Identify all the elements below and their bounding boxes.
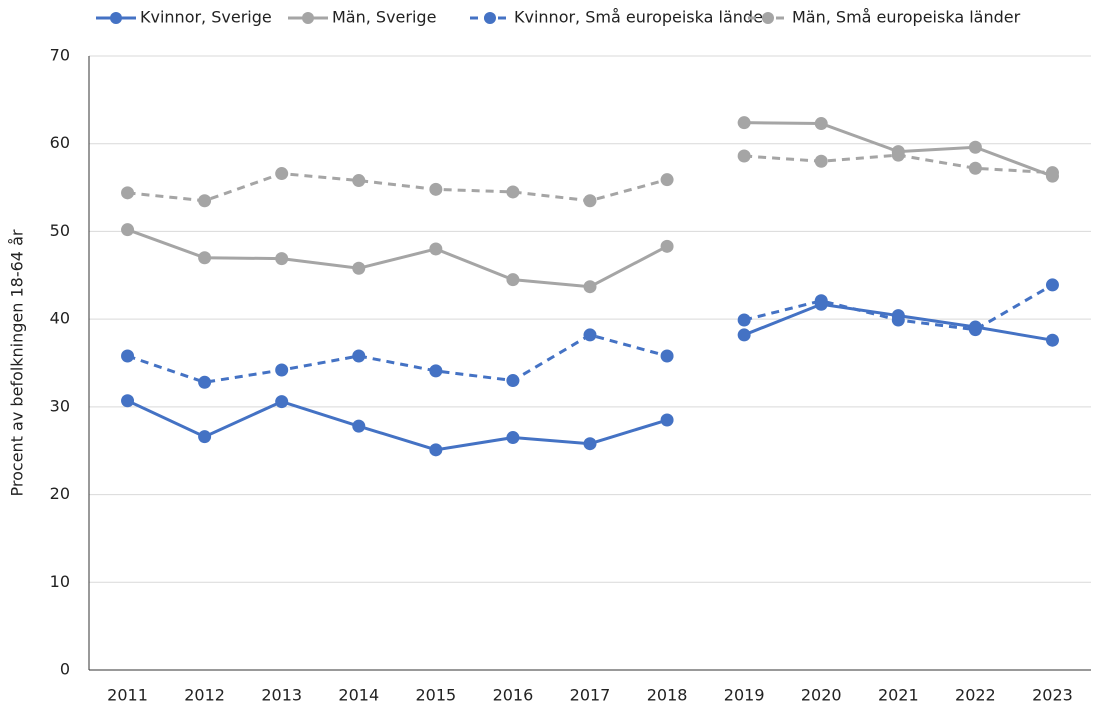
legend-label: Kvinnor, Sverige <box>140 8 272 27</box>
x-tick-label: 2021 <box>878 686 919 705</box>
data-point <box>737 149 751 163</box>
x-tick-label: 2022 <box>955 686 996 705</box>
data-point <box>198 194 212 208</box>
legend-marker <box>302 12 314 24</box>
data-point <box>583 328 597 342</box>
x-tick-label: 2017 <box>570 686 611 705</box>
data-point <box>968 323 982 337</box>
legend-label: Män, Sverige <box>332 8 436 27</box>
x-tick-label: 2013 <box>261 686 302 705</box>
data-point <box>198 251 212 265</box>
x-tick-label: 2018 <box>647 686 688 705</box>
legend-marker <box>110 12 122 24</box>
data-point <box>429 242 443 256</box>
data-point <box>429 443 443 457</box>
data-point <box>583 194 597 208</box>
data-point <box>968 161 982 175</box>
data-point <box>583 280 597 294</box>
legend-marker <box>762 12 774 24</box>
data-point <box>814 117 828 131</box>
data-point <box>660 239 674 253</box>
data-point <box>583 437 597 451</box>
data-point <box>506 273 520 287</box>
data-point <box>121 223 135 237</box>
x-tick-label: 2011 <box>107 686 148 705</box>
x-tick-label: 2019 <box>724 686 765 705</box>
y-tick-label: 60 <box>50 133 70 152</box>
series-line <box>127 172 668 203</box>
x-tick-label: 2012 <box>184 686 225 705</box>
series-line <box>127 333 668 384</box>
x-tick-label: 2023 <box>1032 686 1073 705</box>
y-tick-label: 20 <box>50 484 70 503</box>
legend-label: Kvinnor, Små europeiska länder <box>514 8 770 27</box>
data-point <box>352 174 366 188</box>
data-point <box>506 185 520 199</box>
data-point <box>121 186 135 200</box>
data-point <box>352 419 366 433</box>
data-point <box>891 313 905 327</box>
data-point <box>429 182 443 196</box>
data-point <box>275 252 289 266</box>
legend-label: Män, Små europeiska länder <box>792 8 1021 27</box>
data-point <box>506 431 520 445</box>
data-point <box>1045 278 1059 292</box>
x-tick-label: 2014 <box>338 686 379 705</box>
data-point <box>1045 166 1059 180</box>
x-tick-label: 2016 <box>493 686 534 705</box>
data-point <box>814 154 828 168</box>
data-point <box>506 374 520 388</box>
data-point <box>352 349 366 363</box>
data-point <box>660 173 674 187</box>
data-point <box>737 328 751 342</box>
series-line <box>127 228 668 289</box>
data-point <box>814 294 828 308</box>
data-point <box>275 167 289 181</box>
data-point <box>198 430 212 444</box>
x-tick-label: 2020 <box>801 686 842 705</box>
data-point <box>660 349 674 363</box>
data-point <box>429 364 443 378</box>
data-point <box>275 395 289 409</box>
y-tick-label: 30 <box>50 396 70 415</box>
data-point <box>660 413 674 427</box>
data-point <box>1045 333 1059 347</box>
legend-marker <box>484 12 496 24</box>
series-line <box>126 399 668 452</box>
y-tick-label: 40 <box>50 309 70 328</box>
data-point <box>737 313 751 327</box>
data-point <box>275 363 289 377</box>
x-tick-label: 2015 <box>415 686 456 705</box>
data-point <box>121 394 135 408</box>
data-point <box>352 261 366 275</box>
data-point <box>198 375 212 389</box>
y-tick-label: 50 <box>50 221 70 240</box>
data-point <box>891 148 905 162</box>
data-point <box>121 349 135 363</box>
y-tick-label: 10 <box>50 572 70 591</box>
y-tick-label: 0 <box>60 660 70 679</box>
y-tick-label: 70 <box>50 46 70 65</box>
data-point <box>737 116 751 130</box>
data-point <box>968 140 982 154</box>
y-axis-label: Procent av befolkningen 18-64 år <box>8 229 27 496</box>
